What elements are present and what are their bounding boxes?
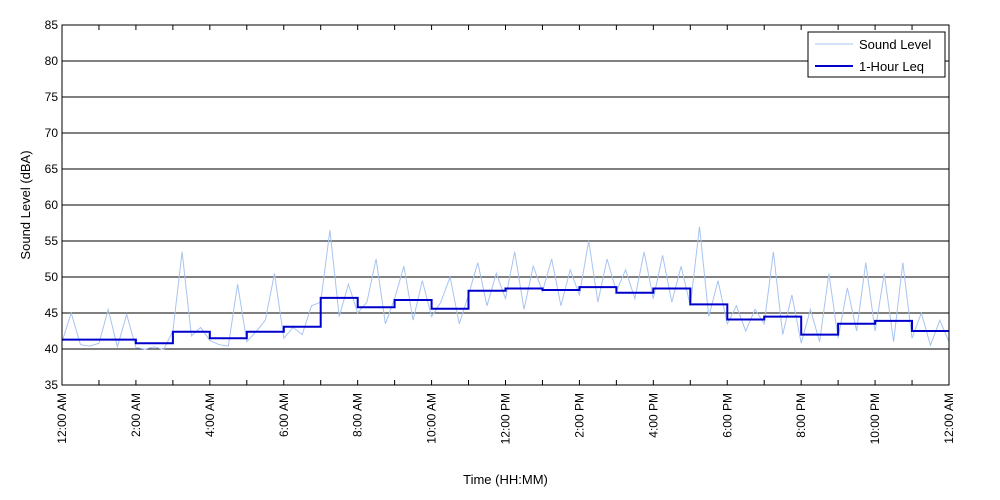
x-tick-label-12: 12:00 AM — [942, 393, 956, 444]
x-tick-label-10: 8:00 PM — [794, 393, 808, 438]
x-tick-label-11: 10:00 PM — [868, 393, 882, 444]
legend: Sound Level 1-Hour Leq — [807, 31, 946, 78]
x-tick-label-3: 6:00 AM — [277, 393, 291, 437]
y-tick-label-45: 45 — [45, 306, 59, 320]
y-tick-label-40: 40 — [45, 342, 59, 356]
x-tick-label-2: 4:00 AM — [203, 393, 217, 437]
x-tick-label-9: 6:00 PM — [720, 393, 734, 438]
y-axis-title: Sound Level (dBA) — [18, 150, 33, 259]
y-tick-label-35: 35 — [45, 378, 59, 392]
x-tick-label-4: 8:00 AM — [351, 393, 365, 437]
x-tick-label-8: 4:00 PM — [646, 393, 660, 438]
leq-series — [62, 286, 949, 345]
sound-level-series — [61, 226, 950, 351]
x-axis-title: Time (HH:MM) — [463, 472, 548, 487]
y-tick-label-70: 70 — [45, 126, 59, 140]
y-tick-label-80: 80 — [45, 54, 59, 68]
y-tick-label-50: 50 — [45, 270, 59, 284]
x-tick-label-0: 12:00 AM — [55, 393, 69, 444]
sound-level-line — [61, 226, 950, 351]
legend-box — [807, 31, 946, 78]
x-tick-label-1: 2:00 AM — [129, 393, 143, 437]
legend-label-sound-level: Sound Level — [859, 37, 931, 52]
y-tick-label-85: 85 — [45, 18, 59, 32]
x-tick-label-5: 10:00 AM — [425, 393, 439, 444]
leq-step-line — [62, 286, 949, 345]
y-tick-label-75: 75 — [45, 90, 59, 104]
axis-ticks — [61, 24, 950, 386]
y-tick-label-60: 60 — [45, 198, 59, 212]
grid-lines — [62, 60, 949, 350]
y-tick-labels: 35 40 45 50 55 60 65 70 75 80 85 — [45, 18, 59, 392]
x-tick-labels: 12:00 AM 2:00 AM 4:00 AM 6:00 AM 8:00 AM 10:0… — [55, 393, 956, 444]
y-tick-label-55: 55 — [45, 234, 59, 248]
x-tick-label-6: 12:00 PM — [499, 393, 513, 444]
x-tick-label-7: 2:00 PM — [572, 393, 586, 438]
y-tick-label-65: 65 — [45, 162, 59, 176]
legend-label-leq: 1-Hour Leq — [859, 59, 924, 74]
